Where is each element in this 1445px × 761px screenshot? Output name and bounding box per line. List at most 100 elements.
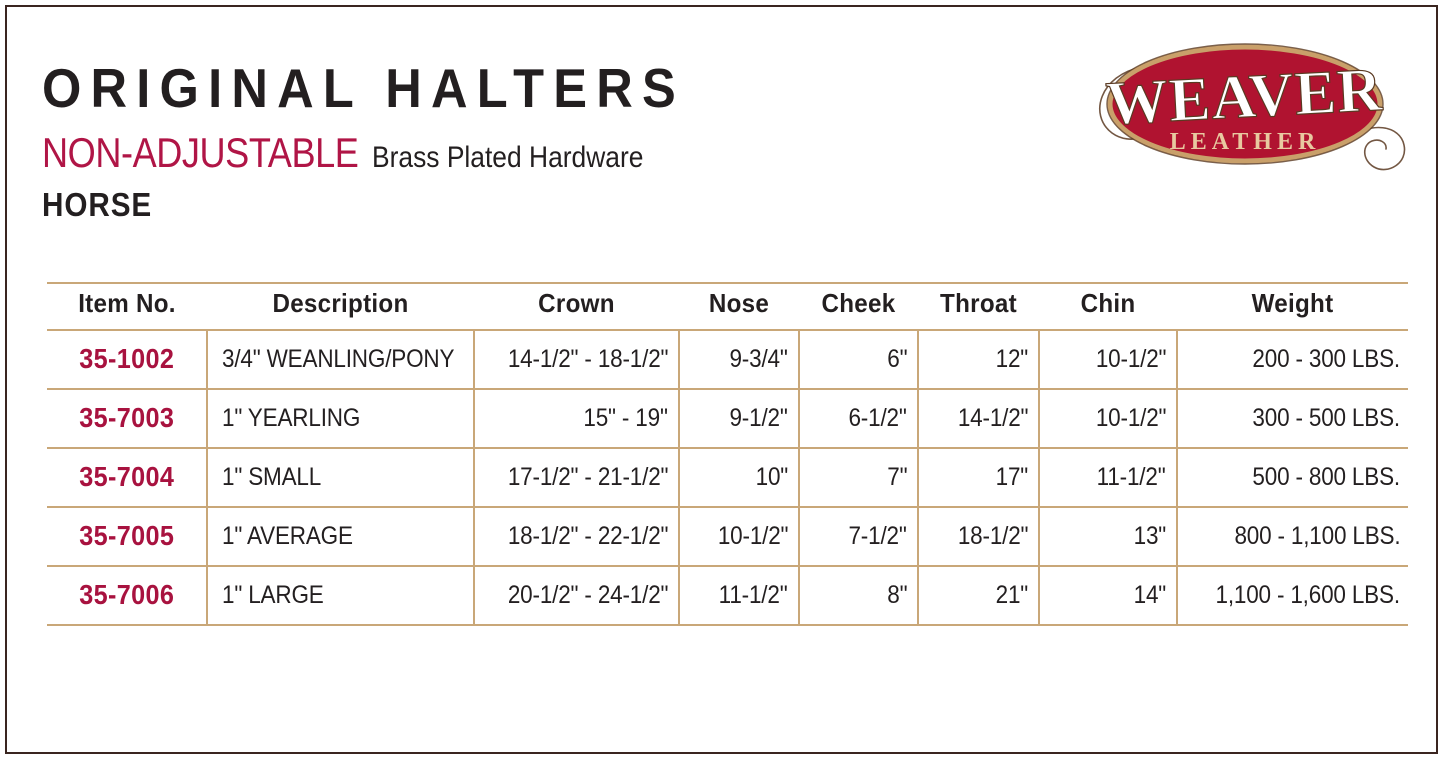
column-header-description: Description	[216, 282, 465, 331]
table-row: 35-1002 3/4" WEANLING/PONY 14-1/2" - 18-…	[47, 330, 1408, 390]
chart-sheet: ORIGINAL HALTERS NON-ADJUSTABLE Brass Pl…	[5, 5, 1438, 754]
crown-text: 18-1/2" - 22-1/2"	[507, 521, 668, 550]
item-no-text: 35-1002	[78, 343, 175, 374]
weaver-leather-logo: WEAVER LEATHER	[1070, 29, 1420, 179]
logo-sub-text: LEATHER	[1170, 129, 1321, 155]
item-no-text: 35-7003	[78, 402, 175, 433]
description-text: 1" AVERAGE	[222, 521, 353, 550]
weight-text: 1,100 - 1,600 LBS.	[1215, 580, 1401, 609]
cell-description: 1" SMALL	[207, 448, 475, 508]
cheek-text: 6-1/2"	[848, 403, 907, 432]
cheek-text: 7"	[886, 462, 907, 491]
weight-text: 800 - 1,100 LBS.	[1234, 521, 1400, 550]
column-header-weight: Weight	[1185, 282, 1400, 331]
cell-weight: 200 - 300 LBS.	[1177, 330, 1408, 390]
cell-crown: 14-1/2" - 18-1/2"	[474, 330, 680, 390]
cell-item-no[interactable]: 35-7003	[47, 389, 208, 449]
cell-cheek: 6"	[799, 330, 919, 390]
page-title: ORIGINAL HALTERS	[42, 57, 685, 119]
crown-text: 17-1/2" - 21-1/2"	[507, 462, 668, 491]
cell-item-no[interactable]: 35-7005	[47, 507, 208, 567]
table-header-row: Item No. Description Crown Nose Cheek Th…	[47, 282, 1408, 331]
item-no-text: 35-7006	[78, 579, 175, 610]
description-text: 1" SMALL	[222, 462, 322, 491]
column-header-crown: Crown	[481, 282, 672, 331]
halter-size-table: Item No. Description Crown Nose Cheek Th…	[47, 282, 1408, 626]
chin-text: 11-1/2"	[1097, 462, 1166, 491]
cell-item-no[interactable]: 35-7004	[47, 448, 208, 508]
cell-nose: 10"	[679, 448, 800, 508]
cell-crown: 17-1/2" - 21-1/2"	[474, 448, 680, 508]
nose-text: 9-1/2"	[729, 403, 788, 432]
header-block: ORIGINAL HALTERS NON-ADJUSTABLE Brass Pl…	[42, 59, 1042, 223]
weight-text: 300 - 500 LBS.	[1252, 403, 1400, 432]
cell-chin: 10-1/2"	[1039, 389, 1178, 449]
logo-right-swirl-outline	[1347, 126, 1406, 171]
cell-chin: 14"	[1039, 566, 1178, 626]
throat-text: 14-1/2"	[957, 403, 1028, 432]
item-no-text: 35-7005	[78, 520, 175, 551]
cell-item-no[interactable]: 35-1002	[47, 330, 208, 390]
column-header-item-no: Item No.	[52, 282, 202, 331]
column-header-throat: Throat	[922, 282, 1035, 331]
cell-weight: 1,100 - 1,600 LBS.	[1177, 566, 1408, 626]
animal-category-label: HORSE	[42, 186, 153, 223]
table-row: 35-7005 1" AVERAGE 18-1/2" - 22-1/2" 10-…	[47, 507, 1408, 567]
chin-text: 10-1/2"	[1095, 403, 1166, 432]
description-text: 1" YEARLING	[222, 403, 361, 432]
cell-crown: 20-1/2" - 24-1/2"	[474, 566, 680, 626]
cell-throat: 17"	[918, 448, 1040, 508]
logo-brand-text: WEAVER	[1104, 56, 1384, 138]
cell-weight: 300 - 500 LBS.	[1177, 389, 1408, 449]
cell-throat: 21"	[918, 566, 1040, 626]
column-header-nose: Nose	[683, 282, 795, 331]
cell-cheek: 6-1/2"	[799, 389, 919, 449]
cell-throat: 12"	[918, 330, 1040, 390]
item-no-text: 35-7004	[78, 461, 175, 492]
table-row: 35-7006 1" LARGE 20-1/2" - 24-1/2" 11-1/…	[47, 566, 1408, 626]
cell-nose: 11-1/2"	[679, 566, 800, 626]
cell-description: 1" LARGE	[207, 566, 475, 626]
subtitle-row: NON-ADJUSTABLE Brass Plated Hardware	[42, 131, 1042, 175]
cheek-text: 7-1/2"	[848, 521, 907, 550]
nose-text: 10"	[755, 462, 789, 491]
logo-ellipse	[1107, 44, 1383, 164]
cell-crown: 15" - 19"	[474, 389, 680, 449]
cell-throat: 18-1/2"	[918, 507, 1040, 567]
crown-text: 15" - 19"	[583, 403, 669, 432]
cell-cheek: 7"	[799, 448, 919, 508]
table-row: 35-7004 1" SMALL 17-1/2" - 21-1/2" 10" 7…	[47, 448, 1408, 508]
chin-text: 14"	[1133, 580, 1167, 609]
table-body: 35-1002 3/4" WEANLING/PONY 14-1/2" - 18-…	[47, 330, 1408, 626]
column-header-chin: Chin	[1043, 282, 1173, 331]
cell-description: 1" YEARLING	[207, 389, 475, 449]
table-head: Item No. Description Crown Nose Cheek Th…	[47, 282, 1408, 331]
table-row: 35-7003 1" YEARLING 15" - 19" 9-1/2" 6-1…	[47, 389, 1408, 449]
cell-crown: 18-1/2" - 22-1/2"	[474, 507, 680, 567]
cell-chin: 11-1/2"	[1039, 448, 1178, 508]
cell-chin: 10-1/2"	[1039, 330, 1178, 390]
crown-text: 14-1/2" - 18-1/2"	[507, 344, 668, 373]
cell-cheek: 7-1/2"	[799, 507, 919, 567]
cell-chin: 13"	[1039, 507, 1178, 567]
column-header-cheek: Cheek	[803, 282, 914, 331]
cell-nose: 9-3/4"	[679, 330, 800, 390]
cheek-text: 6"	[886, 344, 907, 373]
weight-text: 200 - 300 LBS.	[1252, 344, 1400, 373]
cell-item-no[interactable]: 35-7006	[47, 566, 208, 626]
throat-text: 17"	[995, 462, 1029, 491]
cell-weight: 500 - 800 LBS.	[1177, 448, 1408, 508]
cell-description: 3/4" WEANLING/PONY	[207, 330, 475, 390]
chin-text: 13"	[1133, 521, 1167, 550]
cell-cheek: 8"	[799, 566, 919, 626]
subtitle-adjustability: NON-ADJUSTABLE	[42, 129, 359, 176]
crown-text: 20-1/2" - 24-1/2"	[507, 580, 668, 609]
weight-text: 500 - 800 LBS.	[1252, 462, 1400, 491]
chin-text: 10-1/2"	[1095, 344, 1166, 373]
spec-table-container: Item No. Description Crown Nose Cheek Th…	[47, 282, 1408, 626]
throat-text: 18-1/2"	[957, 521, 1028, 550]
cheek-text: 8"	[886, 580, 907, 609]
cell-nose: 9-1/2"	[679, 389, 800, 449]
nose-text: 11-1/2"	[719, 580, 788, 609]
description-text: 3/4" WEANLING/PONY	[222, 344, 455, 373]
